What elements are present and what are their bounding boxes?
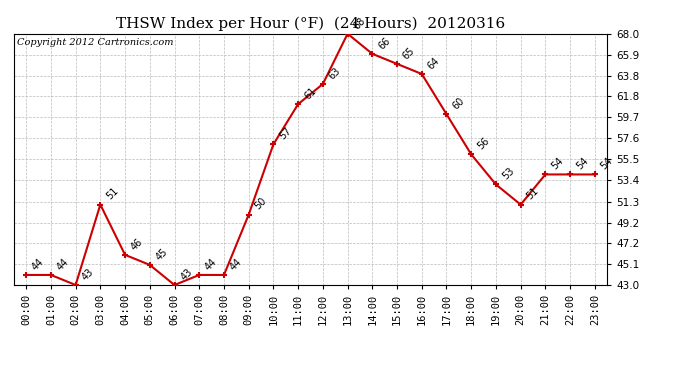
Text: 51: 51 [104,186,120,202]
Text: 50: 50 [253,196,268,212]
Text: 63: 63 [327,66,343,81]
Text: 64: 64 [426,56,442,71]
Text: 45: 45 [154,246,170,262]
Text: 46: 46 [129,236,145,252]
Text: Copyright 2012 Cartronics.com: Copyright 2012 Cartronics.com [17,38,173,46]
Text: 66: 66 [377,35,392,51]
Text: 53: 53 [500,166,516,182]
Text: 54: 54 [549,156,565,172]
Title: THSW Index per Hour (°F)  (24 Hours)  20120316: THSW Index per Hour (°F) (24 Hours) 2012… [116,17,505,31]
Text: 65: 65 [401,45,417,61]
Text: 43: 43 [80,267,95,282]
Text: 44: 44 [228,256,244,272]
Text: 57: 57 [277,126,293,141]
Text: 68: 68 [352,15,368,31]
Text: 44: 44 [204,256,219,272]
Text: 44: 44 [55,256,71,272]
Text: 44: 44 [30,256,46,272]
Text: 54: 54 [599,156,615,172]
Text: 43: 43 [179,267,195,282]
Text: 61: 61 [302,86,318,101]
Text: 54: 54 [574,156,590,172]
Text: 51: 51 [525,186,541,202]
Text: 60: 60 [451,96,466,111]
Text: 56: 56 [475,136,491,152]
